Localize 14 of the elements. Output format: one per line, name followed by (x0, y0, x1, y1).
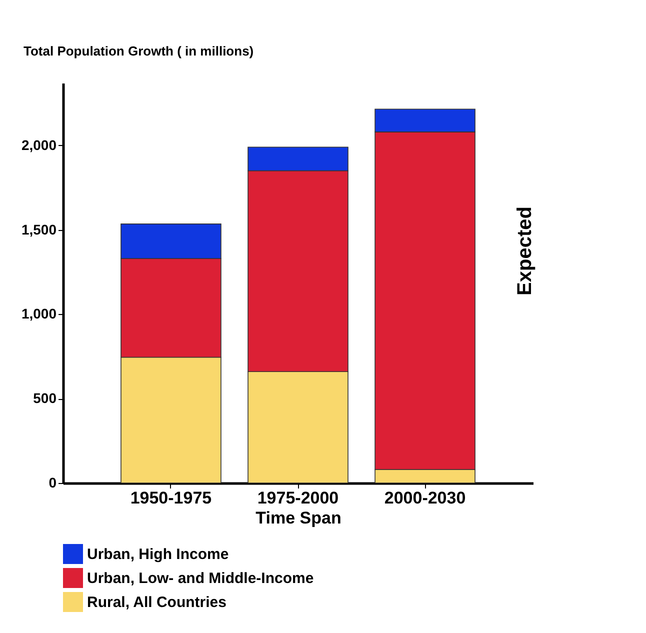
legend-label: Rural, All Countries (87, 594, 226, 611)
y-tick-label: 500 (33, 390, 57, 406)
y-tick-label: 2,000 (21, 136, 57, 153)
y-axis-title: Total Population Growth ( in millions) (24, 44, 254, 58)
x-axis-title: Time Span (256, 508, 342, 528)
x-tick-label: 1950-1975 (130, 488, 212, 508)
annotation: Expected (514, 206, 536, 296)
y-tick-label: 0 (48, 474, 57, 490)
y-tick-label: 1,500 (21, 221, 57, 238)
y-tick-label: 1,000 (21, 306, 57, 322)
x-tick-label: 1975-2000 (257, 488, 339, 508)
legend-label: Urban, Low- and Middle-Income (87, 570, 314, 587)
x-tick-label: 2000-2030 (384, 488, 466, 508)
legend-label: Urban, High Income (87, 546, 229, 563)
